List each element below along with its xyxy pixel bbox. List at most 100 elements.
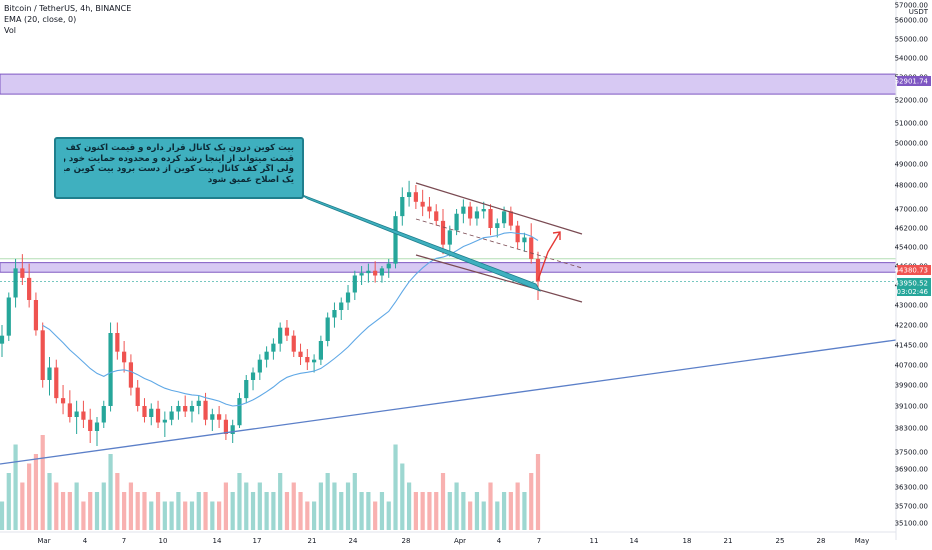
volume-bar — [189, 501, 195, 530]
volume-bar — [298, 492, 303, 530]
volume-bar — [108, 454, 113, 530]
volume-bar — [386, 501, 391, 530]
candle-body — [250, 372, 256, 380]
time-tick-label: 14 — [213, 537, 222, 545]
volume-bar — [135, 492, 140, 530]
candle-body — [318, 341, 323, 360]
legend-ema[interactable]: EMA (20, close, 0) — [4, 15, 77, 24]
volume-bar — [420, 492, 425, 530]
candle-body — [400, 197, 405, 217]
candle-body — [115, 333, 120, 352]
current-price-tag — [897, 278, 931, 296]
volume-bar — [284, 492, 290, 530]
candle-body — [359, 273, 364, 276]
level-price-tag — [897, 265, 931, 275]
candle-body — [183, 406, 188, 412]
price-tick-label: 38300.00 — [895, 425, 928, 433]
candle-body — [27, 277, 32, 300]
volume-layer — [0, 435, 541, 530]
candle-body — [284, 327, 290, 336]
candle-body — [461, 206, 466, 214]
callout-pointer — [299, 193, 541, 292]
price-tick-label: 48000.00 — [895, 182, 928, 190]
zone-top-price-tag — [897, 76, 931, 86]
price-tick-label: 50000.00 — [895, 140, 928, 148]
time-tick-label: 28 — [817, 537, 826, 545]
level-price-tag-text: 44380.73 — [895, 267, 928, 275]
time-tick-label: May — [855, 537, 869, 545]
volume-bar — [406, 482, 412, 530]
candle-body — [20, 268, 25, 278]
volume-bar — [291, 482, 296, 530]
candle-body — [271, 343, 276, 352]
volume-bar — [40, 435, 45, 530]
price-tick-label: 47000.00 — [895, 206, 928, 214]
time-tick-label: 7 — [122, 537, 126, 545]
volume-bar — [427, 492, 432, 530]
candle-body — [189, 406, 195, 412]
legend-symbol[interactable]: Bitcoin / TetherUS, 4h, BINANCE — [4, 4, 132, 13]
legend-vol[interactable]: Vol — [4, 26, 16, 35]
time-tick-label: 4 — [83, 537, 88, 545]
channel-mid-line — [415, 218, 583, 269]
analysis-callout[interactable]: بیت کوین درون یک کانال قرار داره و قیمت … — [54, 137, 304, 199]
candle-body — [291, 335, 296, 352]
candle-body — [393, 216, 398, 264]
candle-body — [230, 425, 235, 434]
callout-line: بیت کوین درون یک کانال قرار داره و قیمت … — [64, 143, 294, 153]
up-arrow-head — [552, 231, 561, 240]
callout-line: قیمت میتواند از اینجا رشد کرده و محدوده … — [64, 153, 294, 164]
volume-bar — [244, 482, 249, 530]
volume-bar — [434, 492, 439, 530]
drawings-layer[interactable] — [0, 182, 897, 465]
volume-bar — [461, 492, 466, 530]
time-tick-label: 18 — [683, 537, 692, 545]
time-tick-label: 21 — [308, 537, 317, 545]
volume-bar — [210, 501, 215, 530]
volume-bar — [311, 501, 317, 530]
price-tick-label: 39100.00 — [895, 403, 928, 411]
support-zone — [0, 73, 897, 95]
volume-bar — [495, 501, 500, 530]
ema-layer — [42, 231, 539, 407]
volume-bar — [155, 492, 161, 530]
volume-bar — [325, 473, 330, 530]
time-tick-label: 17 — [253, 537, 262, 545]
volume-bar — [529, 473, 534, 530]
candle-body — [379, 268, 385, 276]
candle-body — [149, 408, 154, 417]
volume-bar — [474, 492, 480, 530]
price-tick-label: 54000.00 — [895, 55, 928, 63]
zone-top-price-tag-text: 52901.74 — [895, 78, 929, 86]
price-tick-label: 43000.00 — [895, 302, 928, 310]
time-tick-label: 21 — [724, 537, 733, 545]
volume-bar — [20, 482, 25, 530]
candle-body — [6, 297, 11, 336]
volume-bar — [162, 501, 167, 530]
candle-body — [94, 422, 100, 431]
volume-bar — [305, 501, 310, 530]
price-tick-label: 42200.00 — [895, 322, 928, 330]
price-tick-label: 57000.00 — [895, 2, 928, 10]
price-tick-label: 45400.00 — [895, 244, 928, 252]
time-tick-label: 10 — [159, 537, 168, 545]
price-tick-label: 41450.00 — [895, 342, 928, 350]
time-tick-label: 24 — [349, 537, 358, 545]
volume-bar — [81, 501, 86, 530]
volume-bar — [128, 482, 134, 530]
price-tick-label: 49000.00 — [895, 161, 928, 169]
price-axis[interactable]: USDT57000.0056000.0055000.0054000.005300… — [895, 0, 932, 550]
volume-bar — [393, 444, 398, 530]
up-arrow — [537, 231, 561, 281]
time-axis[interactable]: Mar 4 7 10 14 17 21 24 28 Apr 4 7 11 14 18 21 25 28 May — [0, 531, 896, 545]
time-tick-label: 25 — [776, 537, 785, 545]
candle-body — [278, 327, 283, 344]
volume-bar — [339, 492, 344, 530]
volume-bar — [250, 492, 256, 530]
candle-body — [13, 268, 18, 298]
candle-body — [325, 317, 330, 341]
volume-bar — [318, 482, 323, 530]
candle-body — [108, 333, 113, 406]
